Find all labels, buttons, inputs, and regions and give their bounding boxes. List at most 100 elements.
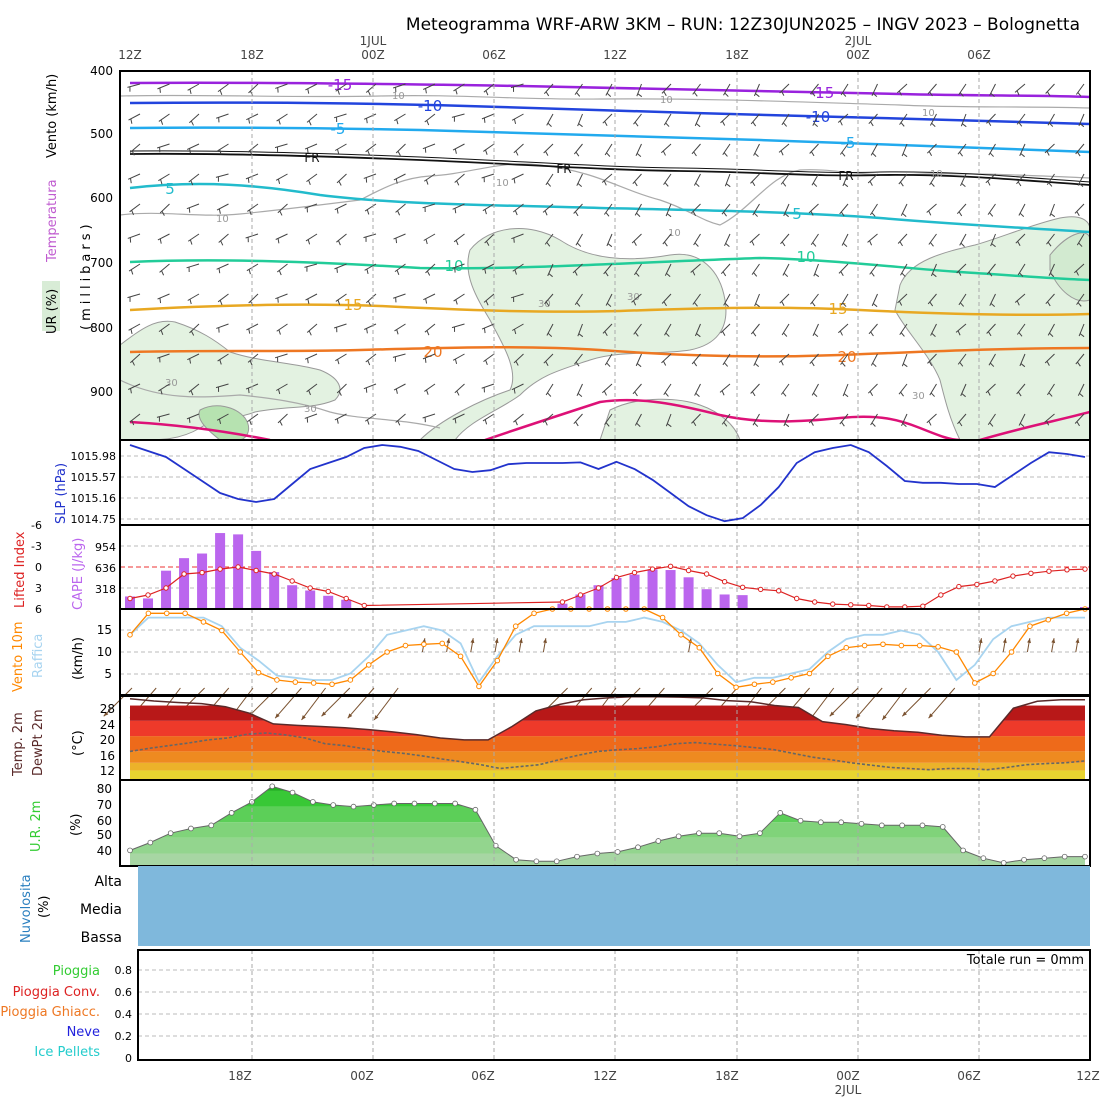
wind-barb-flag [695,392,700,398]
wind-barb-flag [665,122,670,127]
wind-barb-flag [337,359,340,365]
wind-barb-flag [218,418,222,425]
wind-barb-flag [130,328,133,335]
bottom-tick-label: 18Z [228,1069,252,1083]
bottom-time-axis: 18Z 00Z 06Z 12Z 18Z 00Z 06Z 12Z 2JUL [228,1069,1100,1097]
li-point [577,592,584,598]
isotherm-5 [129,182,1090,234]
wind-barb-flag [545,150,549,156]
wind-barb-flag [959,92,964,97]
wind-barb-flag [189,358,192,364]
wind10-point [880,641,886,648]
wind-barb-flag [513,118,517,125]
wind-barb [334,203,347,211]
legend-pioggia: Pioggia [53,964,100,979]
wind-barb-flag [842,92,847,97]
wind-barb-flag [722,330,726,336]
wind-barb-flag [840,211,845,217]
wind-barb-flag [1048,122,1054,127]
pressure-tick: 600 [90,191,113,205]
wind-barb [276,263,288,273]
wind-barb-flag [811,301,816,307]
wind-barb-flag [397,420,401,426]
wind-barb [423,293,436,301]
wind10-arrow [321,687,351,717]
wind-barb-flag [636,363,642,368]
wind-barb [841,233,849,246]
cape-bars [125,533,1090,609]
cloud-level-label: Media [80,902,122,918]
wind-barb-flag [425,298,428,304]
li-point [920,603,926,609]
wind10-point [145,610,152,617]
rh-point [838,819,844,826]
rh-point [371,802,377,808]
wind-barb-flag [931,122,936,127]
cloud-level-label: Alta [94,874,122,890]
wind-barb-flag [307,239,311,245]
wind-barb-flag [218,268,221,274]
wind-barb-flag [899,241,903,247]
wind-barb-flag [929,242,934,247]
wind-barb-flag [693,302,698,307]
dewpoint-line [129,732,1086,771]
slp-tick: 1015.57 [71,471,117,484]
wind-barb-flag [366,268,369,275]
wind-barb [363,173,377,179]
wind-barb [958,83,967,96]
wind-barb-flag [782,122,788,127]
rh-point [310,799,316,805]
wind-barb-flag [545,361,549,366]
cape-bar [269,572,280,609]
wind-barb [275,293,288,300]
wind-barb-flag [337,240,341,246]
wind-barb-flag [723,152,728,157]
top-time-axis: 12Z 18Z 00Z 06Z 12Z 18Z 00Z 06Z 1JUL 2JU… [118,34,991,62]
wind-barb [782,263,790,276]
wind-barb [158,113,170,122]
cape-bar [611,577,622,609]
wind-barb-flag [485,90,489,96]
wind-barb [187,83,200,91]
li-point [145,592,151,598]
cape-bar [629,574,640,609]
vento-label: Vento (km/h) [45,74,60,158]
wind-barb [897,233,908,244]
li-point [667,563,674,569]
wind-barb-flag [483,117,486,123]
wind-barb-flag [131,360,135,366]
wind-barb [423,233,436,241]
pressure-tick: 700 [90,256,113,270]
rh-point [1041,855,1048,861]
upper-gridlines [251,71,980,440]
rh-region [894,216,1090,440]
wind-barb [216,323,229,329]
wind-barb [691,143,701,155]
wind-barb-flag [841,152,846,157]
li-point [649,566,656,572]
wind-barb-flag [990,92,995,98]
wind-barb [542,203,554,213]
wind-barb-flag [278,119,281,125]
rh-point [777,810,784,816]
wind-barb-flag [1050,213,1056,218]
li-tick: 6 [35,603,42,616]
rh-points [127,783,1088,866]
wind10-point [531,610,537,617]
li-point [721,579,728,585]
isotherm-label: 10 [444,257,463,275]
isotherm-label: -5 [331,120,346,138]
wind-barb [189,113,200,124]
wind10-arrow [248,687,278,717]
wind-barb-flag [753,272,758,277]
wind-barb-flag [723,211,727,217]
wind-barb-flag [220,240,224,246]
wind-barb [927,83,937,95]
wind-barb-flag [694,242,699,247]
wind-barb [424,323,436,333]
wind10-arrow [978,638,983,653]
wind-barb-flag [633,300,637,306]
lifted-index-label: Lifted Index [13,531,28,608]
wind-barb [128,323,141,331]
rh-band [130,822,1085,838]
